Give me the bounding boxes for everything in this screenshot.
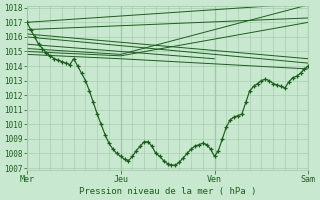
X-axis label: Pression niveau de la mer ( hPa ): Pression niveau de la mer ( hPa ) — [79, 187, 256, 196]
